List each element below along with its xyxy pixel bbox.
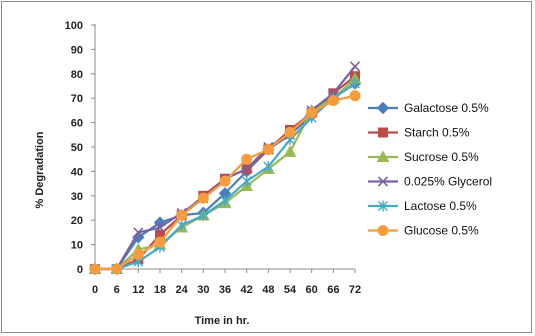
series-3: [89, 61, 361, 275]
data-point: [378, 200, 388, 212]
legend-entry: Glucose 0.5%: [368, 224, 479, 238]
x-tick-label: 66: [327, 284, 339, 296]
x-tick-label: 72: [349, 284, 361, 296]
y-tick-label: 50: [71, 142, 83, 154]
series-layer: [88, 61, 362, 276]
y-tick-label: 60: [71, 118, 83, 130]
data-point: [327, 95, 339, 107]
data-point: [262, 143, 274, 155]
legend-entry: 0.025% Glycerol: [368, 175, 492, 189]
series-line: [95, 65, 356, 271]
series-5: [89, 90, 361, 275]
y-tick-label: 0: [77, 264, 83, 276]
data-point: [263, 161, 274, 173]
y-tick-label: 70: [71, 93, 83, 105]
data-point: [198, 209, 209, 221]
x-tick-label: 30: [197, 284, 209, 296]
data-point: [376, 150, 390, 162]
y-tick-label: 80: [71, 69, 83, 81]
x-tick-label: 0: [92, 284, 98, 296]
data-point: [378, 127, 388, 138]
data-point: [220, 195, 230, 207]
data-point: [219, 175, 231, 187]
data-point: [350, 78, 360, 90]
y-tick-label: 40: [71, 166, 83, 178]
legend-label: Sucrose 0.5%: [404, 150, 479, 164]
y-tick-label: 90: [71, 44, 83, 56]
axes: [94, 24, 355, 270]
legend-entry: Galactose 0.5%: [368, 101, 489, 115]
data-point: [377, 176, 389, 187]
y-tick-label: 10: [71, 240, 83, 252]
data-point: [377, 225, 389, 236]
data-point: [176, 219, 187, 231]
data-point: [283, 145, 297, 157]
x-axis-ticks: 0 6 12 18 24 30 36 42 48 54 60 66 72: [92, 269, 361, 296]
data-point: [349, 61, 361, 72]
x-tick-label: 6: [114, 284, 120, 296]
x-tick-label: 42: [241, 284, 253, 296]
data-point: [241, 153, 253, 165]
legend-entry: Starch 0.5%: [368, 126, 470, 140]
y-tick-label: 30: [71, 191, 83, 203]
data-point: [89, 263, 101, 275]
data-point: [154, 236, 166, 248]
data-point: [133, 227, 144, 238]
x-tick-label: 54: [284, 284, 297, 296]
y-tick-label: 20: [71, 215, 83, 227]
y-axis-ticks: 0 10 20 30 40 50 60 70 80 90 100: [65, 20, 95, 276]
y-axis-label: % Degradation: [34, 131, 46, 208]
legend-label: Lactose 0.5%: [404, 199, 477, 213]
data-point: [197, 192, 209, 204]
legend-entry: Sucrose 0.5%: [368, 150, 479, 164]
legend-label: Starch 0.5%: [404, 126, 470, 140]
y-tick-label: 100: [65, 20, 83, 32]
x-tick-label: 24: [176, 284, 189, 296]
data-point: [111, 263, 123, 275]
x-tick-label: 12: [132, 284, 144, 296]
data-point: [154, 222, 166, 233]
x-axis-label: Time in hr.: [195, 315, 250, 327]
data-point: [306, 107, 318, 119]
data-point: [376, 101, 390, 115]
legend-label: 0.025% Glycerol: [404, 175, 492, 189]
x-tick-label: 48: [262, 284, 274, 296]
legend-label: Galactose 0.5%: [404, 101, 489, 115]
data-point: [349, 90, 361, 102]
x-tick-label: 18: [154, 284, 166, 296]
data-point: [241, 163, 252, 175]
data-point: [176, 209, 188, 221]
legend-label: Glucose 0.5%: [404, 224, 479, 238]
x-tick-label: 36: [219, 284, 231, 296]
legend-entry: Lactose 0.5%: [368, 199, 477, 213]
legend: Galactose 0.5% Starch 0.5% Sucrose 0.5% 0.0…: [368, 101, 492, 238]
data-point: [241, 175, 252, 187]
x-tick-label: 60: [306, 284, 318, 296]
data-point: [132, 248, 144, 260]
data-point: [284, 126, 296, 138]
